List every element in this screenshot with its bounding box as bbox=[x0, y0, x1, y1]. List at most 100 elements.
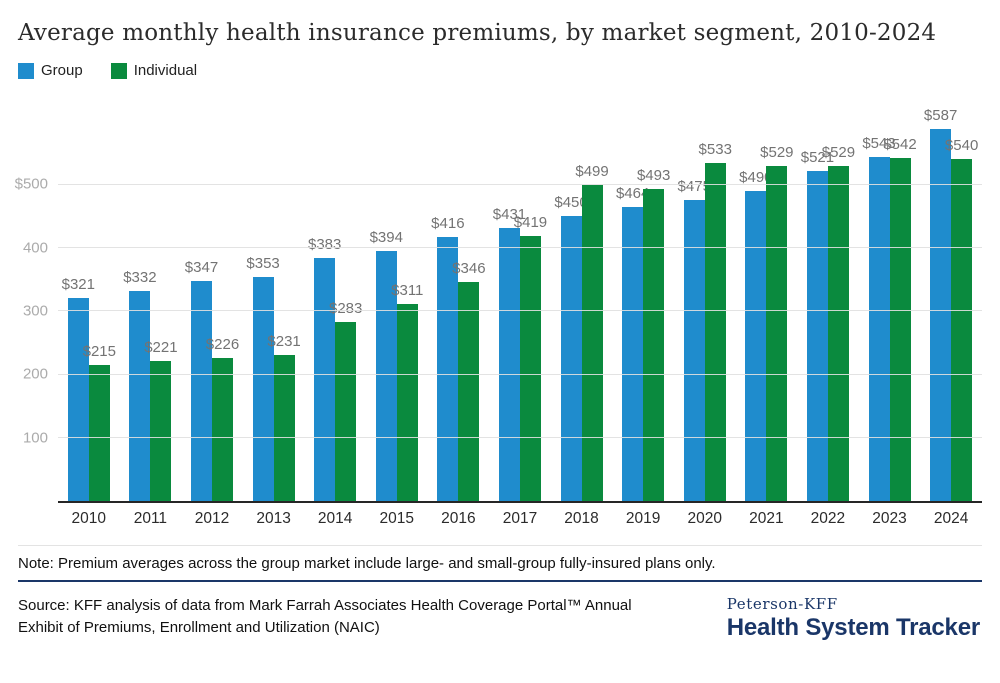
x-axis-labels: 2010 2011 2012 2013 2014 2015 2016 2017 2018 2019… bbox=[58, 503, 982, 528]
bar-individual-2022: $529 bbox=[822, 144, 855, 501]
bar-label-group-2018: $450 bbox=[554, 193, 588, 211]
y-tick-500: $500 bbox=[14, 175, 48, 193]
bar-label-group-2023: $543 bbox=[862, 134, 896, 152]
legend-item-group: Group bbox=[18, 62, 83, 79]
bar-label-group-2014: $383 bbox=[307, 236, 342, 254]
x-label-2010: 2010 bbox=[71, 510, 107, 527]
bar-groups: $321 $215 $332 $221 $347 $226 $353 $231 $383 $283… bbox=[58, 98, 982, 501]
x-label-2019: 2019 bbox=[625, 510, 661, 527]
x-label-2014: 2014 bbox=[317, 510, 353, 527]
bar-group-2023: $543 bbox=[862, 135, 896, 501]
bar-label-individual-2015: $311 bbox=[391, 281, 424, 299]
bar-individual-2012: $226 bbox=[206, 336, 239, 501]
bar-group-2011: $332 bbox=[123, 269, 157, 501]
bar-group-2024: $587 bbox=[924, 107, 957, 501]
bar-label-group-2011: $332 bbox=[123, 268, 157, 286]
bar-group-2016: $416 bbox=[431, 215, 465, 501]
bar-group-2018: $450 $499 bbox=[551, 98, 613, 501]
bar-label-group-2010: $321 bbox=[61, 275, 95, 293]
logo-health-system-tracker: Health System Tracker bbox=[726, 614, 980, 641]
bar-label-individual-2023: $542 bbox=[883, 135, 917, 153]
bar-label-individual-2024: $540 bbox=[944, 136, 979, 154]
bar-group-2011: $332 $221 bbox=[120, 98, 182, 501]
bar-label-individual-2022: $529 bbox=[821, 143, 856, 161]
bar-label-group-2022: $521 bbox=[800, 148, 835, 166]
bar-label-individual-2021: $529 bbox=[760, 143, 794, 161]
logo-peterson-kff: Peterson-KFF bbox=[726, 595, 838, 613]
bar-group-2013: $353 $231 bbox=[243, 98, 305, 501]
bar-group-2022: $521 bbox=[801, 149, 834, 501]
bar-label-group-2016: $416 bbox=[431, 215, 465, 233]
bar-group-2013: $353 bbox=[246, 255, 280, 501]
bar-label-individual-2014: $283 bbox=[328, 299, 363, 317]
gridline-500 bbox=[58, 183, 982, 185]
bar-individual-2013: $231 bbox=[267, 333, 301, 501]
bar-individual-2019: $493 bbox=[637, 167, 670, 501]
bar-label-individual-2018: $499 bbox=[575, 162, 609, 180]
bar-label-individual-2011: $221 bbox=[144, 338, 178, 356]
y-tick-300: 300 bbox=[22, 302, 48, 320]
legend-swatch-group-icon bbox=[18, 62, 34, 79]
bar-group-2018: $450 bbox=[554, 194, 588, 501]
bar-group-2022: $521 $529 bbox=[797, 98, 859, 501]
page: Average monthly health insurance premium… bbox=[0, 20, 1000, 642]
gridline-400 bbox=[58, 247, 982, 249]
bar-label-group-2024: $587 bbox=[923, 107, 958, 125]
chart-legend: Group Individual bbox=[18, 62, 982, 79]
x-label-2015: 2015 bbox=[379, 510, 414, 527]
bar-group-2019: $464 bbox=[616, 185, 649, 501]
navy-divider bbox=[18, 580, 982, 582]
legend-swatch-individual-icon bbox=[110, 62, 127, 79]
bar-label-individual-2016: $346 bbox=[452, 259, 486, 277]
bar-label-group-2013: $353 bbox=[246, 255, 280, 273]
x-label-2023: 2023 bbox=[872, 510, 907, 527]
gridline-300 bbox=[58, 310, 982, 312]
bar-label-group-2015: $394 bbox=[369, 229, 403, 247]
x-label-2013: 2013 bbox=[256, 510, 291, 527]
y-tick-200: 200 bbox=[22, 365, 48, 383]
bar-chart: $321 $215 $332 $221 $347 $226 $353 $231 $383 $283… bbox=[15, 98, 982, 528]
x-label-2011: 2011 bbox=[133, 510, 168, 527]
note-text: Note: Premium averages across the group … bbox=[18, 545, 982, 572]
bar-group-2014: $383 $283 bbox=[304, 98, 366, 501]
bar-label-individual-2012: $226 bbox=[205, 335, 240, 353]
bar-label-group-2019: $464 bbox=[615, 185, 650, 202]
bar-group-2024: $587 $540 bbox=[920, 98, 982, 501]
bar-individual-2021: $529 bbox=[760, 144, 794, 501]
bar-label-individual-2010: $215 bbox=[82, 342, 116, 360]
x-label-2017: 2017 bbox=[502, 510, 538, 527]
x-label-2022: 2022 bbox=[810, 510, 846, 527]
footer: Source: KFF analysis of data from Mark F… bbox=[18, 595, 982, 642]
bar-group-2012: $347 bbox=[185, 259, 218, 501]
y-tick-400: 400 bbox=[22, 239, 48, 257]
bar-label-individual-2020: $533 bbox=[698, 141, 732, 159]
x-label-2020: 2020 bbox=[687, 510, 722, 527]
x-label-2024: 2024 bbox=[933, 510, 969, 527]
x-label-2018: 2018 bbox=[564, 510, 599, 527]
bar-individual-2014: $283 bbox=[329, 300, 362, 501]
bar-group-2017: $431 $419 bbox=[489, 98, 551, 501]
bar-group-2021: $490 $529 bbox=[736, 98, 798, 501]
gridline-100 bbox=[58, 437, 982, 439]
bar-label-group-2012: $347 bbox=[184, 259, 219, 277]
bar-group-2010: $321 $215 bbox=[58, 98, 120, 501]
bar-individual-2020: $533 bbox=[699, 141, 732, 501]
bar-group-2010: $321 bbox=[62, 276, 95, 501]
bar-group-2023: $543 $542 bbox=[859, 98, 921, 501]
bar-group-2019: $464 $493 bbox=[612, 98, 674, 501]
bar-group-2016: $416 $346 bbox=[428, 98, 490, 501]
bar-individual-2010: $215 bbox=[83, 343, 116, 501]
legend-item-individual: Individual bbox=[110, 62, 197, 79]
y-tick-100: 100 bbox=[22, 429, 48, 447]
plot-area: $321 $215 $332 $221 $347 $226 $353 $231 $383 $283… bbox=[15, 98, 982, 503]
bar-group-2020: $475 $533 bbox=[674, 98, 736, 501]
bar-group-2020: $475 bbox=[678, 178, 711, 501]
bar-label-individual-2019: $493 bbox=[636, 166, 671, 184]
gridline-200 bbox=[58, 373, 982, 375]
x-label-2021: 2021 bbox=[749, 510, 784, 527]
source-text: Source: KFF analysis of data from Mark F… bbox=[18, 597, 632, 636]
chart-title: Average monthly health insurance premium… bbox=[18, 20, 937, 46]
x-label-2016: 2016 bbox=[441, 510, 476, 527]
x-label-2012: 2012 bbox=[194, 510, 230, 527]
bar-label-group-2020: $475 bbox=[677, 178, 711, 196]
